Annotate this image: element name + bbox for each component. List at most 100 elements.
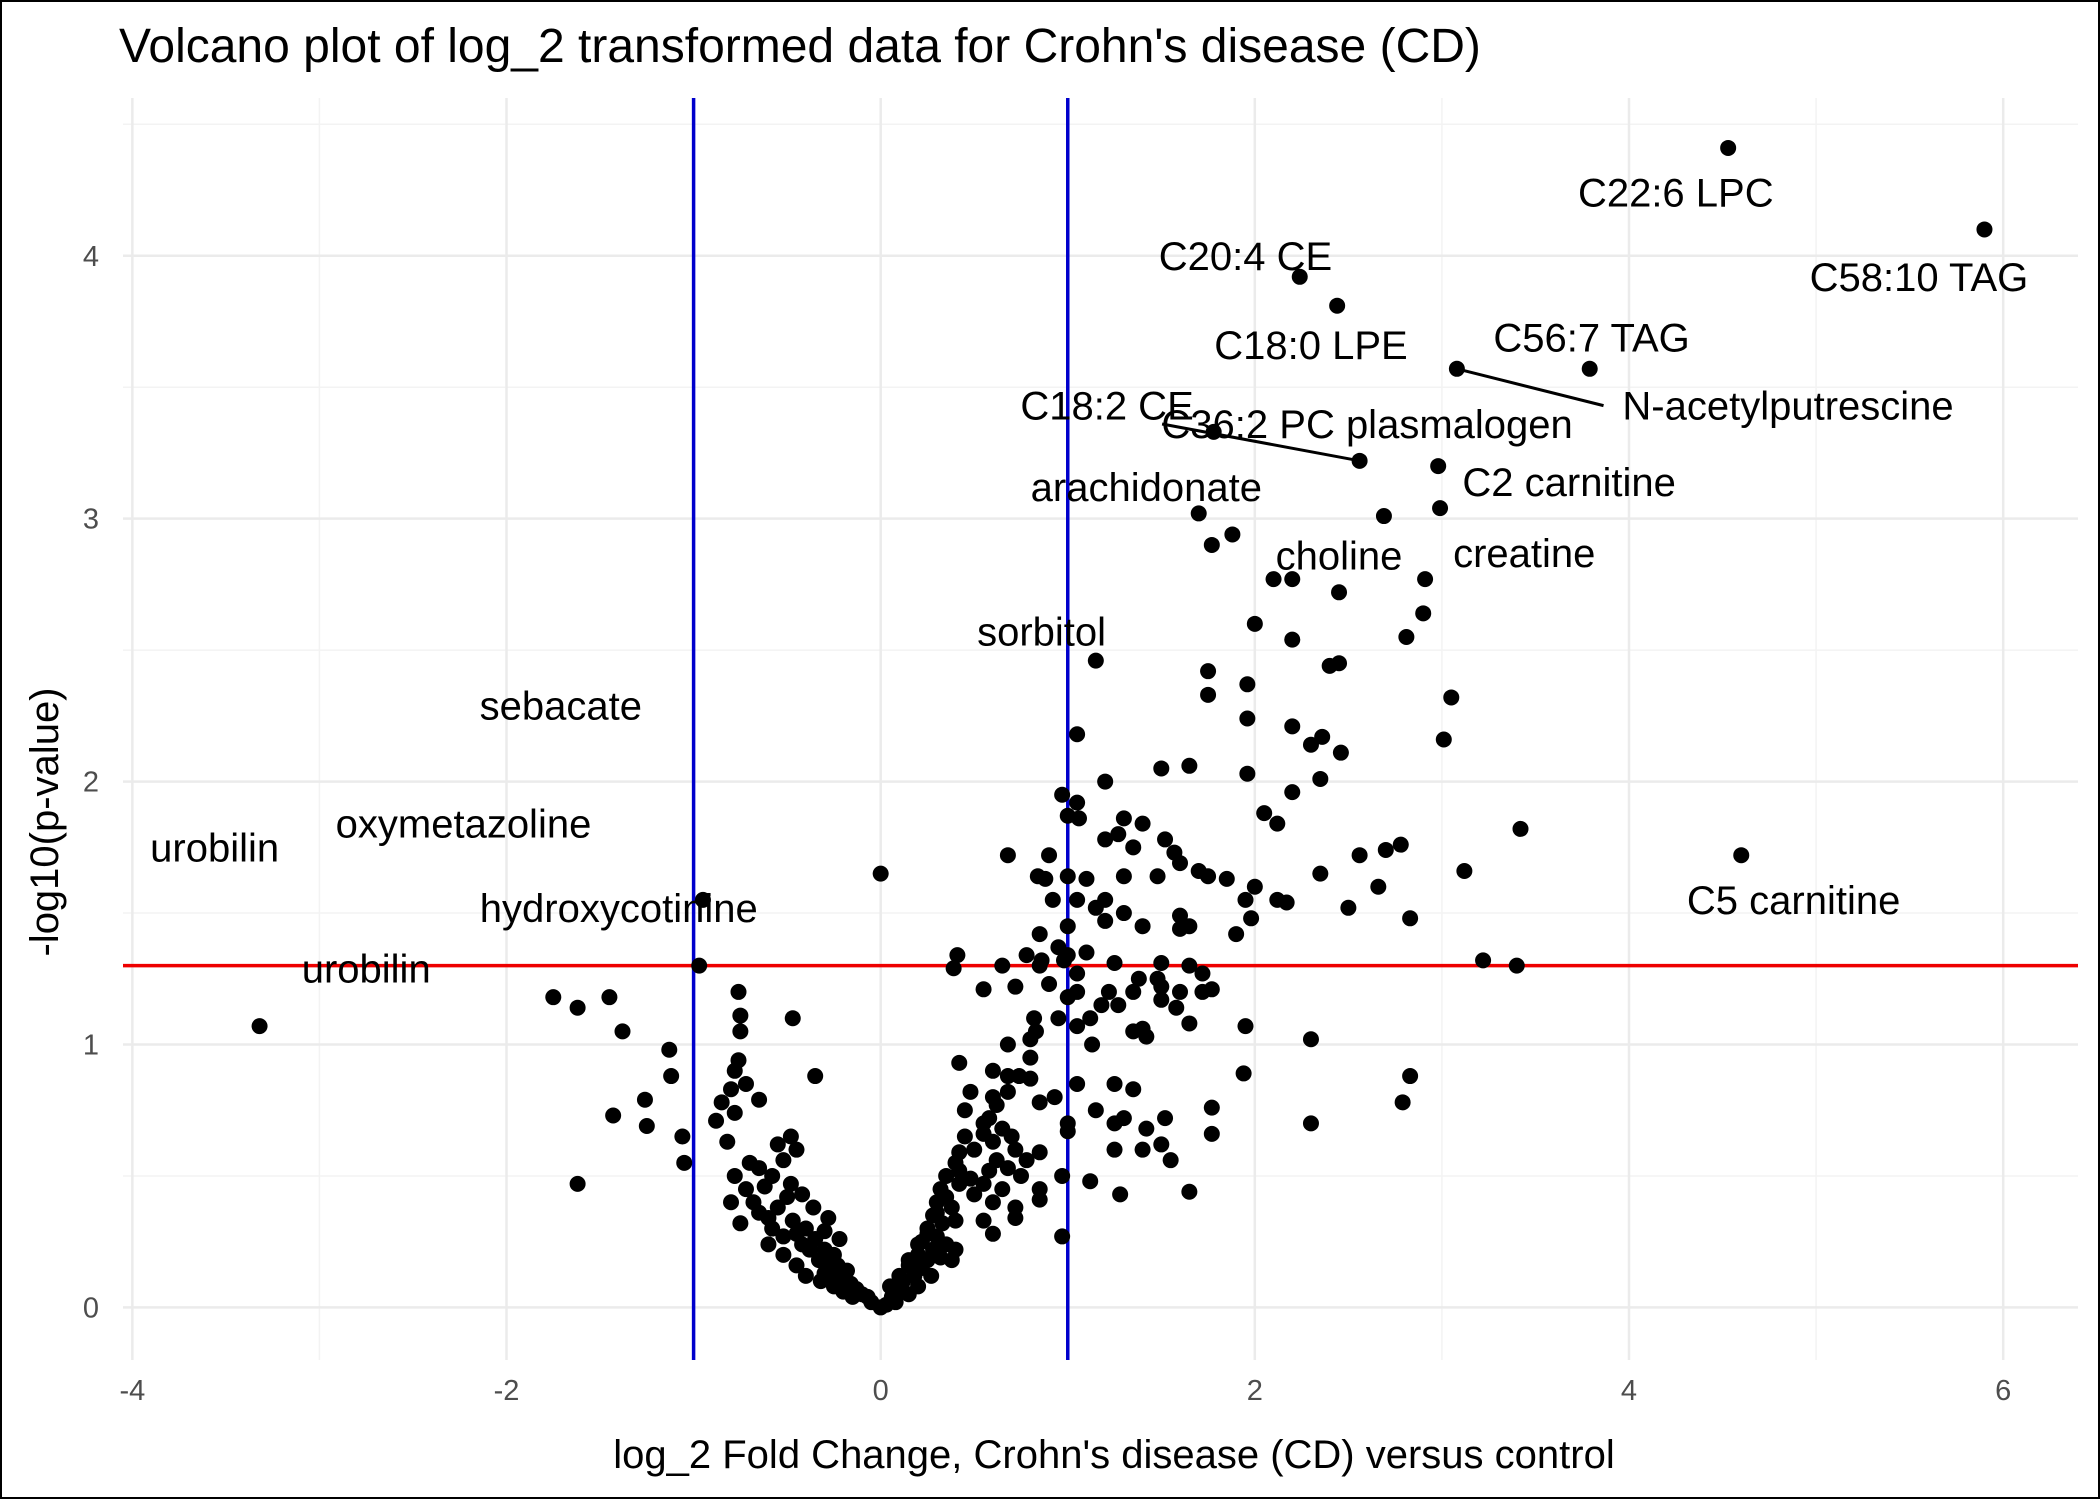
y-tick-label: 1 (83, 1030, 99, 1062)
x-tick-label: 0 (873, 1375, 889, 1407)
data-point (769, 1199, 786, 1216)
point-label: hydroxycotinine (480, 887, 758, 931)
data-point (1106, 1115, 1123, 1132)
data-point (1153, 760, 1170, 777)
data-point (1110, 997, 1127, 1014)
data-point (919, 1225, 936, 1242)
data-point (1402, 910, 1419, 927)
data-point (956, 1128, 973, 1145)
data-point (947, 1212, 964, 1229)
data-point (951, 1054, 968, 1071)
data-point (1302, 736, 1319, 753)
data-point (984, 1062, 1001, 1079)
data-point (760, 1236, 777, 1253)
data-point (1235, 1065, 1252, 1082)
data-point (1106, 1141, 1123, 1158)
data-point (676, 1154, 693, 1171)
data-point (1284, 784, 1301, 801)
data-point (779, 1188, 796, 1205)
data-point (1031, 1094, 1048, 1111)
data-point (1205, 423, 1222, 440)
point-label: sebacate (480, 684, 642, 728)
data-point (1069, 1018, 1086, 1035)
data-point (1443, 689, 1460, 706)
data-point (1054, 786, 1071, 803)
data-point (1031, 926, 1048, 943)
data-point (726, 1167, 743, 1184)
data-point (1239, 710, 1256, 727)
data-point (1059, 989, 1076, 1006)
data-point (1432, 500, 1449, 517)
data-point (1134, 815, 1151, 832)
data-point (984, 1225, 1001, 1242)
data-point (1097, 912, 1114, 929)
data-point (775, 1228, 792, 1245)
data-point (1059, 868, 1076, 885)
data-point (1224, 526, 1241, 543)
data-point (614, 1023, 631, 1040)
point-label: choline (1276, 534, 1403, 578)
data-point (730, 983, 747, 1000)
data-point (1581, 360, 1598, 377)
data-point (1162, 1152, 1179, 1169)
data-point (788, 1141, 805, 1158)
data-point (1256, 805, 1273, 822)
point-labels: C22:6 LPC C58:10 TAG C20:4 CE C18:0 LPE C56:… (150, 172, 2028, 992)
y-axis-title: -log10(p-value) (23, 687, 67, 956)
y-tick-label: 4 (83, 241, 99, 273)
data-point (951, 1162, 968, 1179)
data-point (1265, 571, 1282, 588)
data-point (844, 1288, 861, 1305)
data-point (900, 1252, 917, 1269)
data-point (923, 1267, 940, 1284)
data-point (569, 999, 586, 1016)
data-point (1082, 1010, 1099, 1027)
data-point (1430, 458, 1447, 475)
data-point (1190, 505, 1207, 522)
y-tick-label: 2 (83, 767, 99, 799)
data-point (1181, 757, 1198, 774)
data-point (1278, 894, 1295, 911)
data-point (797, 1267, 814, 1284)
data-point (1153, 978, 1170, 995)
data-point (1237, 1018, 1254, 1035)
label-leaders (1161, 367, 1604, 463)
data-point (1168, 999, 1185, 1016)
data-point (1106, 954, 1123, 971)
axis-ticks: -4 -2 0 2 4 6 0 1 2 3 4 (83, 241, 2011, 1407)
point-label: C58:10 TAG (1810, 256, 2029, 300)
data-point (719, 1133, 736, 1150)
data-point (910, 1236, 927, 1253)
data-point (1106, 1075, 1123, 1092)
data-point (1069, 891, 1086, 908)
point-label: C18:2 CE (1020, 385, 1193, 429)
label-leader-line (1456, 367, 1604, 408)
x-tick-label: 2 (1247, 1375, 1263, 1407)
data-point (999, 1036, 1016, 1053)
data-point (1050, 1010, 1067, 1027)
data-point (1172, 855, 1189, 872)
data-point (1512, 820, 1529, 837)
point-label: C36:2 PC plasmalogen (1161, 403, 1572, 447)
data-point (1069, 794, 1086, 811)
data-point (1097, 773, 1114, 790)
data-point (1044, 891, 1061, 908)
point-label: C22:6 LPC (1578, 172, 1774, 216)
data-point (1200, 663, 1217, 680)
data-point (1194, 965, 1211, 982)
data-point (945, 960, 962, 977)
data-points (251, 139, 1993, 1316)
data-point (708, 1112, 725, 1129)
data-point (737, 1181, 754, 1198)
data-point (732, 1023, 749, 1040)
data-point (1720, 139, 1737, 156)
data-point (1087, 899, 1104, 916)
data-point (1976, 221, 1993, 238)
data-point (1087, 652, 1104, 669)
data-point (1733, 847, 1750, 864)
data-point (938, 1167, 955, 1184)
x-tick-label: -2 (494, 1375, 520, 1407)
data-point (820, 1210, 837, 1227)
